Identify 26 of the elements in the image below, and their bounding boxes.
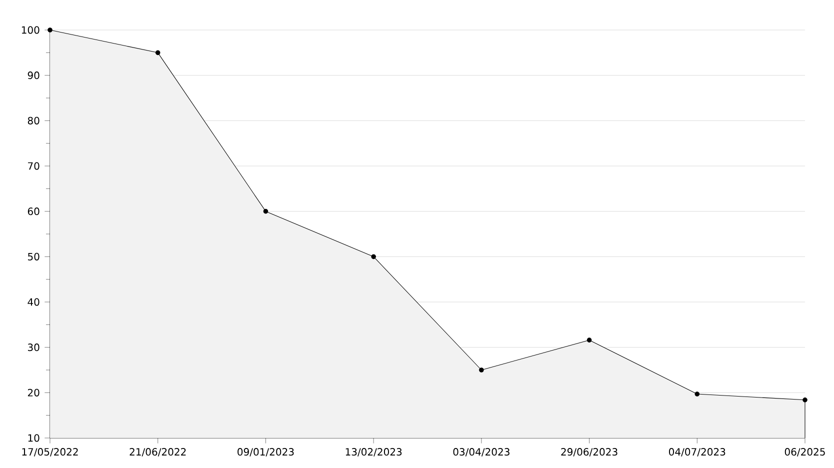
x-tick-label: 09/01/2023 bbox=[238, 448, 294, 456]
x-tick-label: 29/06/2023 bbox=[561, 448, 618, 456]
point bbox=[48, 28, 52, 32]
point bbox=[155, 50, 160, 56]
y-tick-label: 50 bbox=[28, 252, 40, 260]
y-tick-label: 40 bbox=[28, 298, 40, 306]
y-tick-label: 20 bbox=[28, 388, 40, 396]
point bbox=[263, 208, 268, 214]
point bbox=[479, 368, 484, 372]
point bbox=[802, 398, 808, 402]
x-tick-label: 06/2025 bbox=[784, 448, 825, 456]
x-tick-label: 03/04/2023 bbox=[453, 448, 510, 456]
x-tick-label: 13/02/2023 bbox=[346, 448, 402, 456]
y-tick-label: 90 bbox=[28, 72, 40, 80]
point bbox=[371, 254, 376, 260]
point bbox=[586, 338, 592, 342]
y-tick-label: 80 bbox=[28, 116, 40, 124]
x-tick-label: 21/06/2022 bbox=[130, 448, 186, 456]
x-tick-label: 17/05/2022 bbox=[22, 448, 78, 456]
y-tick-label: 10 bbox=[28, 434, 40, 442]
y-tick-label: 60 bbox=[28, 208, 40, 216]
point bbox=[694, 392, 700, 396]
x-tick-label: 04/07/2023 bbox=[668, 448, 726, 456]
y-tick-label: 70 bbox=[28, 162, 40, 170]
y-tick-label: 100 bbox=[22, 26, 40, 34]
y-tick-label: 30 bbox=[28, 344, 40, 352]
